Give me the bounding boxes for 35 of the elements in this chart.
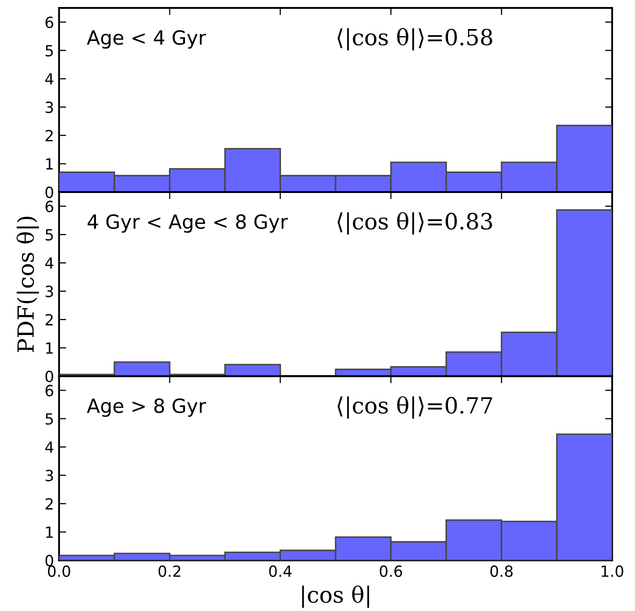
- y-tick-label: 6: [46, 200, 54, 212]
- y-tick-label: 2: [46, 130, 53, 142]
- y-tick-label: 2: [46, 498, 53, 510]
- y-tick-label: 0: [45, 554, 54, 566]
- x-tick-label: 0.6: [380, 565, 402, 577]
- x-axis-title: |cos θ|: [302, 585, 370, 608]
- y-tick-label: 2: [46, 314, 53, 326]
- y-tick-label: 0: [45, 370, 54, 382]
- y-tick-label: 6: [46, 384, 54, 396]
- y-tick-label: 5: [46, 229, 53, 241]
- annotation: 4 Gyr < Age < 8 Gyr: [88, 214, 288, 233]
- y-tick-label: 1: [46, 342, 53, 354]
- annotation: Age < 4 Gyr: [86, 30, 206, 49]
- y-tick-label: 0: [45, 186, 54, 198]
- y-tick-label: 3: [46, 102, 53, 114]
- annotation: ⟨|cos θ|⟩=0.83: [338, 212, 492, 235]
- y-tick-label: 5: [46, 45, 53, 56]
- y-axis-title: PDF(|cos θ|): [16, 216, 39, 352]
- y-tick-label: 6: [46, 16, 54, 28]
- annotation: ⟨|cos θ|⟩=0.58: [338, 28, 492, 50]
- y-tick-label: 5: [46, 413, 53, 425]
- y-tick-label: 4: [45, 73, 54, 85]
- y-tick-label: 3: [46, 470, 53, 482]
- y-tick-label: 3: [46, 286, 53, 298]
- x-tick-label: 0.2: [158, 565, 180, 577]
- annotation: ⟨|cos θ|⟩=0.77: [338, 396, 492, 419]
- x-tick-label: 0.4: [269, 565, 292, 577]
- y-tick-label: 1: [46, 158, 53, 170]
- x-tick-label: 0.0: [48, 565, 70, 577]
- annotation: Age > 8 Gyr: [86, 398, 206, 417]
- y-tick-label: 4: [45, 258, 54, 269]
- y-tick-label: 1: [46, 526, 53, 538]
- x-tick-label: 0.8: [490, 565, 513, 577]
- x-tick-label: 1.0: [602, 565, 624, 577]
- y-tick-label: 4: [45, 442, 54, 453]
